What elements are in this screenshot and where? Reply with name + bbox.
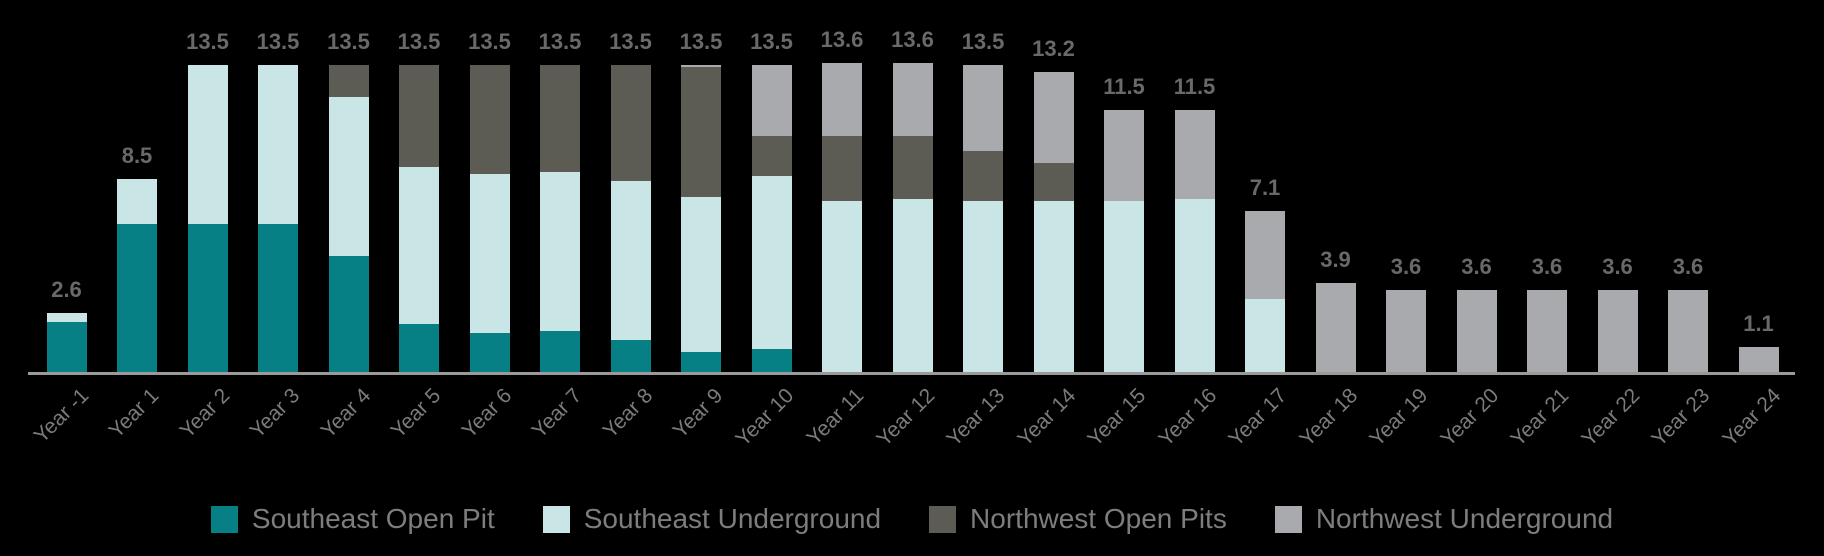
bar-segment-northwest-underground-year-20 — [1456, 290, 1497, 372]
bar-segment-northwest-underground-year-16 — [1174, 110, 1215, 199]
bar-segment-northwest-underground-year-21 — [1527, 290, 1567, 372]
value-label-year-23: 3.6 — [1672, 254, 1704, 279]
legend-swatch-icon — [1274, 505, 1302, 533]
value-label-year-5: 13.5 — [397, 29, 441, 54]
bar-segment-southeast-open-pit-year-6 — [469, 333, 510, 372]
bar-segment-northwest-open-pits-year-6 — [469, 65, 510, 174]
value-label-year-1: 8.5 — [121, 143, 153, 168]
legend-label: Southeast Underground — [583, 503, 882, 534]
bar-segment-southeast-underground-year-17 — [1245, 299, 1285, 372]
bar-segment-northwest-underground-year-22 — [1597, 290, 1638, 372]
value-label-year-7: 13.5 — [538, 29, 582, 54]
value-label-year-18: 3.9 — [1320, 247, 1351, 272]
value-label-year-19: 3.6 — [1390, 254, 1422, 279]
value-label-year-24: 1.1 — [1743, 311, 1774, 336]
bar-segment-northwest-open-pits-year-13 — [963, 151, 1003, 201]
bar-segment-northwest-open-pits-year-10 — [751, 136, 792, 176]
value-label-year-13: 13.5 — [961, 29, 1005, 54]
bar-segment-southeast-open-pit-year-5 — [399, 324, 439, 372]
value-label-year-17: 7.1 — [1249, 175, 1281, 200]
legend-swatch-icon — [929, 505, 957, 533]
bar-segment-southeast-underground-year-10 — [751, 176, 792, 349]
bar-segment-southeast-underground-year-4 — [328, 97, 369, 256]
bar-segment-southeast-underground-year-5 — [399, 167, 439, 324]
bar-segment-northwest-open-pits-year-7 — [540, 65, 580, 172]
bar-segment-southeast-open-pit-year-8 — [610, 340, 651, 372]
bar-segment-northwest-open-pits-year-5 — [399, 65, 439, 167]
bar-segment-southeast-underground-year-6 — [469, 174, 510, 333]
bar-segment-northwest-underground-year-12 — [892, 63, 933, 136]
bar-segment-northwest-underground-year-11 — [822, 63, 862, 136]
legend-label: Southeast Open Pit — [251, 503, 495, 534]
legend-swatch-icon — [210, 505, 238, 533]
bar-segment-northwest-open-pits-year-11 — [822, 136, 862, 201]
bar-segment-southeast-underground-year-7 — [540, 172, 580, 331]
value-label-year-11: 13.6 — [820, 27, 864, 52]
legend-item-southeast-underground: Southeast Underground — [542, 503, 882, 535]
value-label-year-12: 13.6 — [891, 27, 934, 52]
bar-segment-northwest-underground-year-15 — [1104, 110, 1144, 201]
bar-segment-southeast-underground-year-12 — [892, 199, 933, 372]
x-axis-line — [28, 372, 1795, 375]
bar-segment-northwest-open-pits-year-8 — [610, 65, 651, 181]
value-label-year-20: 3.6 — [1461, 254, 1492, 279]
value-label-year-21: 3.6 — [1531, 254, 1563, 279]
bar-segment-northwest-open-pits-year-4 — [328, 65, 369, 97]
legend-label: Northwest Underground — [1315, 503, 1614, 534]
bar-segment-southeast-underground-year-15 — [1104, 201, 1144, 372]
value-label-year-8: 13.5 — [609, 29, 652, 54]
value-label-year-9: 13.5 — [679, 29, 723, 54]
bar-segment-northwest-underground-year-13 — [963, 65, 1003, 151]
bar-segment-northwest-underground-year-18 — [1315, 283, 1356, 372]
bar-segment-southeast-underground-year-14 — [1033, 201, 1074, 372]
value-label-year-22: 3.6 — [1602, 254, 1633, 279]
bar-segment-southeast-underground-year-8 — [610, 181, 651, 340]
bar-segment-southeast-underground-year--1 — [46, 313, 87, 322]
bar-segment-southeast-open-pit-year--1 — [46, 322, 87, 372]
bar-segment-northwest-open-pits-year-12 — [892, 136, 933, 199]
legend-item-northwest-underground: Northwest Underground — [1274, 503, 1614, 535]
bar-segment-southeast-open-pit-year-9 — [681, 352, 721, 372]
bar-segment-northwest-underground-year-23 — [1668, 290, 1708, 372]
value-label-year-10: 13.5 — [750, 29, 793, 54]
value-label-year--1: 2.6 — [51, 277, 82, 302]
bar-segment-southeast-open-pit-year-3 — [258, 224, 298, 372]
bar-segment-southeast-open-pit-year-4 — [328, 256, 369, 372]
bar-segment-southeast-open-pit-year-1 — [117, 224, 157, 372]
bar-segment-northwest-open-pits-year-14 — [1033, 163, 1074, 201]
bar-segment-southeast-underground-year-9 — [681, 197, 721, 352]
bar-segment-southeast-underground-year-3 — [258, 65, 298, 224]
value-label-year-3: 13.5 — [256, 29, 300, 54]
bar-segment-southeast-open-pit-year-7 — [540, 331, 580, 372]
value-label-year-14: 13.2 — [1032, 36, 1075, 61]
legend-swatch-icon — [542, 505, 570, 533]
legend: Southeast Open Pit Southeast Underground N… — [0, 503, 1824, 535]
bar-segment-southeast-underground-year-11 — [822, 201, 862, 372]
bar-segment-southeast-open-pit-year-2 — [187, 224, 228, 372]
bar-segment-northwest-underground-year-9 — [681, 65, 721, 67]
bar-segment-northwest-underground-year-17 — [1245, 211, 1285, 299]
value-label-year-6: 13.5 — [468, 29, 511, 54]
legend-label: Northwest Open Pits — [970, 503, 1227, 534]
bar-segment-southeast-open-pit-year-10 — [751, 349, 792, 372]
value-label-year-4: 13.5 — [327, 29, 370, 54]
bar-segment-northwest-underground-year-10 — [751, 65, 792, 136]
bar-segment-northwest-underground-year-14 — [1033, 72, 1074, 163]
bar-segment-southeast-underground-year-1 — [117, 179, 157, 224]
legend-item-southeast-open-pit: Southeast Open Pit — [210, 503, 495, 535]
value-label-year-15: 11.5 — [1103, 74, 1145, 99]
bar-segment-southeast-underground-year-2 — [187, 65, 228, 224]
bar-segment-northwest-open-pits-year-9 — [681, 67, 721, 197]
bar-segment-southeast-underground-year-13 — [963, 201, 1003, 372]
bar-segment-southeast-underground-year-16 — [1174, 199, 1215, 372]
value-label-year-2: 13.5 — [186, 29, 229, 54]
bar-segment-northwest-underground-year-24 — [1738, 347, 1779, 372]
value-label-year-16: 11.5 — [1173, 74, 1216, 99]
legend-item-northwest-open-pits: Northwest Open Pits — [929, 503, 1227, 535]
bar-segment-northwest-underground-year-19 — [1386, 290, 1426, 372]
